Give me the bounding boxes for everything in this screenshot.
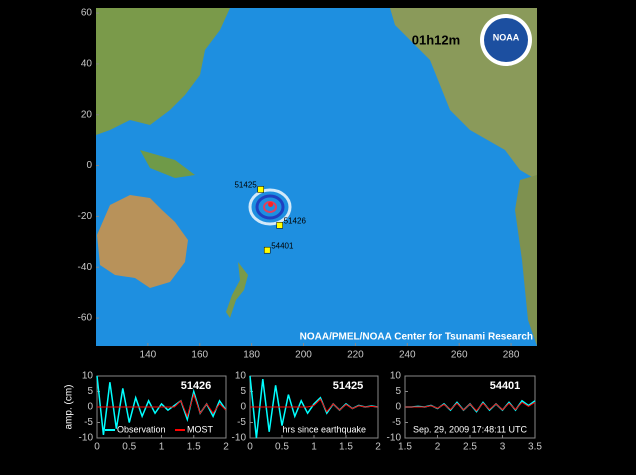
station-marker	[263, 246, 271, 254]
y-tick-label: 0	[395, 402, 401, 413]
x-tick-label: 0.5	[122, 442, 136, 453]
logo-text: NOAA	[493, 32, 520, 42]
legend-label: Observation	[117, 424, 166, 434]
x-tick-label: 2	[223, 442, 229, 453]
y-tick-label: 10	[82, 371, 94, 382]
x-tick-label: 260	[451, 350, 468, 361]
station-label: 51425	[234, 181, 257, 190]
panel-title: 51426	[181, 380, 212, 392]
series-line	[405, 401, 536, 412]
x-tick-label: 140	[140, 350, 157, 361]
x-tick-label: 3.5	[528, 442, 542, 453]
x-tick-label: 1.5	[187, 442, 201, 453]
y-tick-label: 40	[81, 59, 93, 70]
legend-label: MOST	[187, 424, 214, 434]
x-tick-label: 0	[94, 442, 100, 453]
x-tick-label: 1	[159, 442, 165, 453]
series-line	[250, 398, 379, 413]
epicenter	[268, 201, 274, 207]
y-tick-label: -5	[84, 417, 93, 428]
x-tick-label: 3	[500, 442, 506, 453]
y-tick-label: 10	[235, 371, 247, 382]
y-tick-label: -60	[78, 313, 93, 324]
x-tick-label: 2	[435, 442, 441, 453]
y-tick-label: -10	[387, 433, 402, 444]
y-tick-label: 60	[81, 8, 93, 19]
station-label: 54401	[271, 241, 294, 250]
south-america	[515, 175, 537, 346]
x-tick-label: 1	[311, 442, 317, 453]
x-tick-label: 220	[347, 350, 364, 361]
asia	[96, 8, 230, 135]
y-tick-label: -20	[78, 211, 93, 222]
x-tick-label: 180	[243, 350, 260, 361]
x-tick-label: 240	[399, 350, 416, 361]
elapsed-time: 01h12m	[412, 32, 460, 47]
y-tick-label: 10	[390, 371, 402, 382]
y-axis-label: amp. (cm)	[64, 385, 75, 430]
x-tick-label: 280	[503, 350, 520, 361]
new-guinea	[140, 150, 195, 178]
credit: NOAA/PMEL/NOAA Center for Tsunami Resear…	[300, 332, 533, 343]
y-tick-label: 0	[87, 402, 93, 413]
x-tick-label: 1.5	[398, 442, 412, 453]
new-zealand	[226, 262, 248, 318]
y-tick-label: -40	[78, 262, 93, 273]
station-marker	[276, 222, 283, 229]
x-tick-label: 2.5	[463, 442, 477, 453]
panel-title: 51425	[333, 380, 364, 392]
x-tick-label: 0	[247, 442, 253, 453]
x-axis-label: hrs since earthquake	[282, 424, 366, 434]
logo-circle	[484, 18, 528, 62]
y-tick-label: 0	[240, 402, 246, 413]
x-tick-label: 160	[191, 350, 208, 361]
y-tick-label: -10	[232, 433, 247, 444]
x-tick-label: 2	[375, 442, 381, 453]
y-tick-label: -5	[392, 417, 401, 428]
y-tick-label: 5	[240, 386, 246, 397]
map: NOAA 01h12m NOAA/PMEL/NOAA Center for Ts…	[96, 8, 537, 346]
australia	[97, 195, 188, 288]
y-tick-label: 5	[87, 386, 93, 397]
annotation: Sep. 29, 2009 17:48:11 UTC	[413, 424, 527, 434]
y-tick-label: -5	[237, 417, 246, 428]
station-marker	[257, 186, 264, 193]
x-tick-label: 0.5	[275, 442, 289, 453]
y-tick-label: 0	[86, 160, 92, 171]
panel-title: 54401	[490, 380, 521, 392]
x-tick-label: 1.5	[339, 442, 353, 453]
y-tick-label: 20	[81, 109, 93, 120]
y-tick-label: 5	[395, 386, 401, 397]
station-label: 51426	[284, 216, 307, 225]
y-tick-label: -10	[79, 433, 94, 444]
tsunami-rings	[248, 188, 292, 226]
series-line	[97, 392, 227, 418]
x-tick-label: 200	[295, 350, 312, 361]
